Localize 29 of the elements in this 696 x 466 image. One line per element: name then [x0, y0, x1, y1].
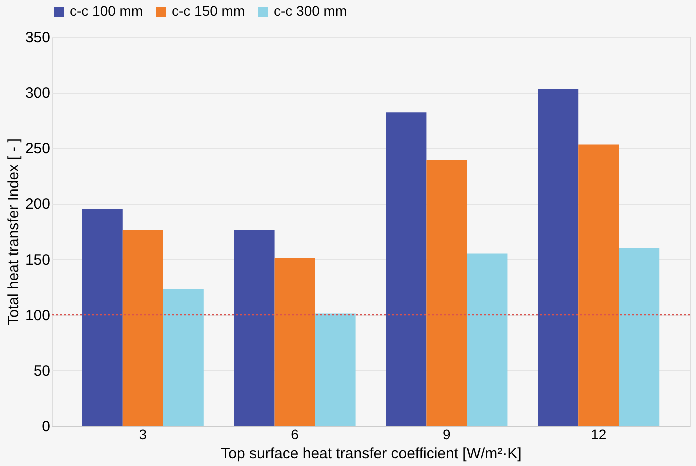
bar	[82, 209, 123, 426]
y-axis-title: Total heat transfer Index [ - ]	[5, 138, 22, 326]
legend-label: c-c 100 mm	[70, 3, 144, 19]
bar	[467, 254, 508, 426]
x-tick-label: 6	[291, 426, 300, 442]
x-axis-title: Top surface heat transfer coefficient [W/m²·K]	[221, 446, 522, 462]
bar	[315, 314, 356, 426]
legend-label: c-c 300 mm	[274, 3, 348, 19]
y-tick-label: 100	[25, 307, 50, 324]
bar	[426, 160, 468, 426]
legend-label: c-c 150 mm	[172, 3, 246, 19]
y-tick-label: 200	[25, 196, 50, 214]
y-tick-label: 300	[25, 85, 50, 102]
bar	[578, 144, 620, 426]
bar	[163, 289, 204, 426]
y-tick-label: 0	[42, 418, 50, 436]
bar	[122, 230, 164, 426]
y-tick-label: 150	[25, 252, 50, 269]
bar	[234, 230, 275, 426]
bar	[538, 89, 579, 426]
bar	[386, 112, 427, 426]
x-tick-label: 12	[591, 426, 607, 442]
y-tick-label: 350	[25, 30, 50, 46]
x-tick-label: 9	[443, 426, 452, 442]
x-tick-label: 3	[139, 426, 148, 442]
y-tick-label: 50	[34, 362, 50, 380]
y-tick-label: 250	[25, 140, 50, 158]
bar	[274, 258, 316, 426]
bar	[619, 248, 660, 426]
